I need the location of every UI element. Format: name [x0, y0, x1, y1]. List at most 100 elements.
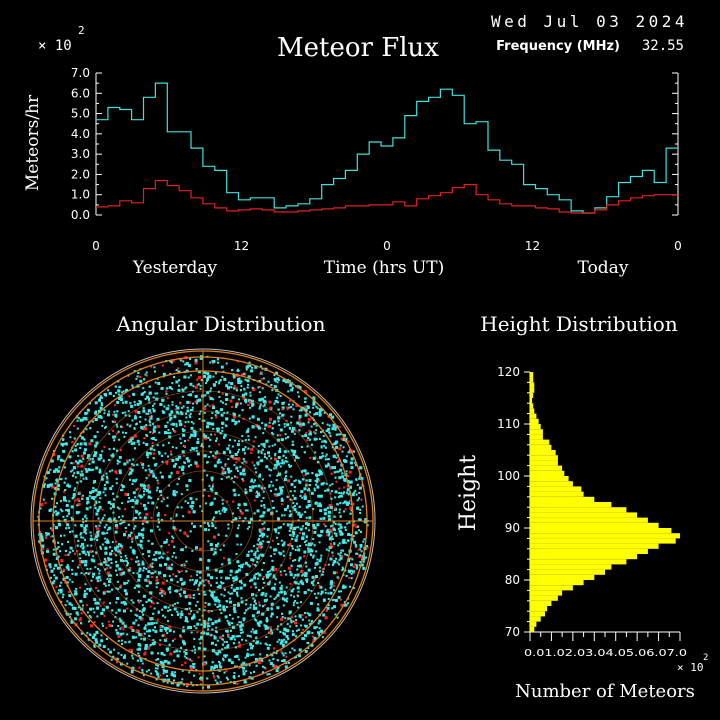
angular-point: [238, 414, 241, 417]
angular-point: [60, 478, 63, 481]
angular-point: [251, 563, 254, 566]
angular-point: [206, 380, 209, 382]
angular-point: [199, 384, 202, 387]
angular-point: [256, 547, 259, 550]
angular-point: [165, 392, 168, 395]
angular-point: [195, 627, 198, 630]
angular-point: [266, 673, 269, 676]
angular-point: [154, 439, 157, 441]
angular-point: [254, 556, 257, 559]
angular-point: [288, 661, 290, 664]
angular-point: [303, 487, 307, 491]
angular-point: [106, 567, 109, 570]
angular-point: [225, 534, 228, 537]
angular-point: [114, 657, 117, 660]
angular-point: [115, 554, 118, 557]
angular-point: [116, 506, 119, 509]
angular-point: [139, 483, 143, 487]
angular-point: [304, 571, 308, 575]
angular-point: [155, 578, 159, 582]
angular-point: [234, 423, 237, 426]
angular-point: [236, 591, 239, 594]
flux-series-group: [96, 82, 678, 214]
angular-point: [132, 464, 135, 467]
angular-point: [70, 505, 74, 509]
angular-point: [72, 493, 76, 496]
angular-point: [304, 484, 307, 487]
angular-point: [331, 607, 334, 610]
angular-point: [194, 395, 198, 398]
angular-point: [78, 553, 81, 556]
angular-point: [265, 573, 269, 577]
angular-point: [309, 430, 312, 433]
angular-point: [77, 566, 80, 569]
angular-point: [249, 635, 252, 638]
angular-point: [348, 557, 351, 560]
angular-point: [99, 545, 102, 548]
angular-point: [298, 564, 302, 568]
angular-point: [315, 550, 318, 553]
flux-y-multiplier-exponent: 2: [78, 24, 85, 37]
angular-point: [66, 523, 70, 527]
angular-point: [149, 452, 152, 455]
angular-point: [139, 545, 142, 548]
angular-point: [225, 425, 228, 428]
angular-point: [134, 501, 138, 504]
angular-point: [172, 682, 175, 685]
angular-point: [319, 509, 323, 513]
angular-point: [103, 446, 106, 448]
angular-point: [272, 422, 275, 425]
angular-point: [256, 561, 259, 564]
angular-point: [100, 477, 104, 481]
angular-point: [255, 492, 258, 494]
angular-point: [295, 511, 298, 513]
angular-point: [189, 382, 193, 386]
angular-point: [179, 423, 183, 427]
angular-point: [261, 553, 265, 557]
angular-point: [311, 575, 315, 579]
angular-point: [131, 483, 134, 485]
angular-point: [150, 529, 153, 533]
angular-point: [187, 594, 191, 598]
angular-point: [231, 512, 234, 515]
angular-point: [235, 466, 239, 470]
angular-point: [264, 642, 267, 645]
angular-point: [239, 465, 242, 468]
angular-point: [255, 485, 258, 488]
angular-point: [273, 385, 277, 389]
angular-point: [259, 620, 263, 624]
angular-point: [293, 496, 297, 500]
angular-point: [113, 648, 116, 651]
angular-point: [327, 464, 330, 467]
angular-point: [166, 462, 169, 465]
angular-point: [176, 654, 180, 658]
angular-grid: [30, 348, 376, 694]
angular-point: [235, 553, 238, 555]
angular-point: [253, 582, 257, 586]
angular-point: [108, 392, 112, 395]
angular-point: [233, 464, 236, 467]
angular-point: [252, 486, 255, 489]
angular-point: [195, 368, 198, 371]
angular-point: [299, 616, 302, 619]
angular-point: [143, 425, 146, 428]
angular-point: [133, 517, 136, 520]
angular-point: [240, 582, 243, 585]
angular-point: [145, 512, 149, 516]
angular-point: [280, 660, 283, 662]
angular-point: [339, 468, 343, 472]
angular-point: [195, 498, 198, 501]
angular-point: [333, 589, 335, 592]
flux-x-tick-label: 0: [92, 239, 100, 253]
angular-point: [334, 599, 338, 602]
angular-point: [307, 544, 310, 547]
angular-point: [308, 613, 312, 617]
angular-point: [102, 601, 105, 604]
angular-point: [185, 386, 188, 389]
angular-point: [363, 520, 367, 524]
angular-point: [73, 472, 76, 475]
angular-point: [329, 466, 332, 469]
angular-point: [187, 394, 190, 396]
angular-point: [246, 527, 249, 530]
angular-point: [269, 662, 273, 665]
